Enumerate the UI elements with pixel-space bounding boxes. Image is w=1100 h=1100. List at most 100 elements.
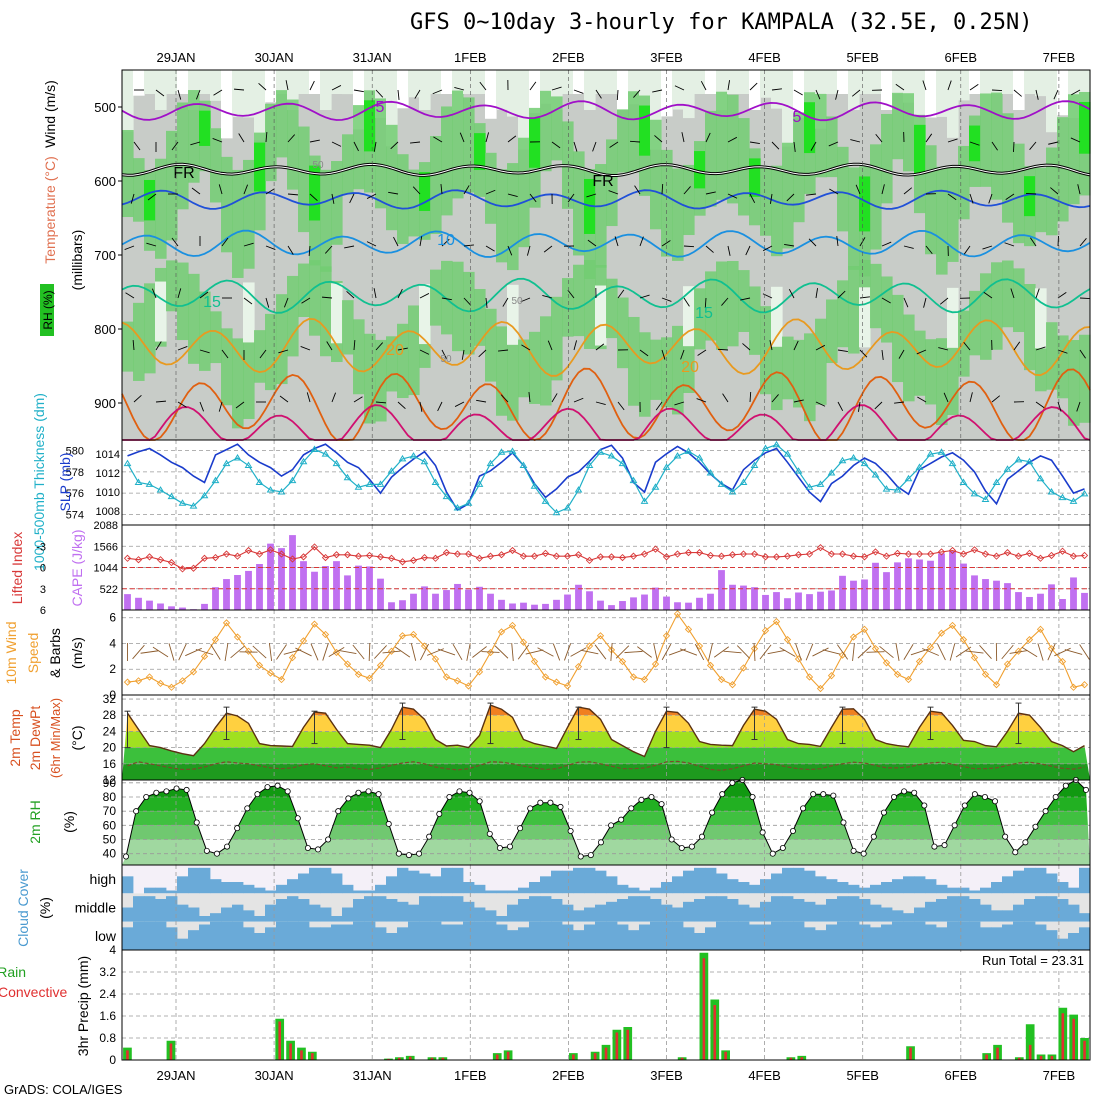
rh-dry-patch [848,70,860,110]
cloud-bar [782,921,794,950]
cloud-bar [969,890,981,894]
cloud-bar [1079,913,1091,922]
slp-marker [321,450,330,457]
cloud-bar [243,927,255,950]
cape-bar [322,566,329,610]
wind-barb [324,245,333,254]
cape-bar [531,604,538,610]
cloud-bar [1024,921,1036,950]
li-marker [167,558,176,567]
cloud-bar [705,927,717,950]
wind-speed-marker [640,675,649,684]
cloud-bar [903,876,915,894]
wind-barb [767,649,786,655]
precip-convective-bar [702,958,706,1060]
credit-text: GrADS: COLA/IGES [4,1082,123,1097]
cloud-bar [694,933,706,950]
cloud-bar [639,896,651,922]
cloud-bar [694,899,706,922]
cloud-bar [1068,887,1080,894]
cloud-bar [1057,882,1069,894]
wind-speed-marker [981,670,990,679]
wind-barb [592,141,597,152]
cloud-bar [188,930,200,950]
wind-barb [1057,349,1068,354]
cape-bar [817,591,824,610]
rh-moist-band [749,286,761,355]
wind-barb [177,89,182,100]
cloud-bar [199,924,211,950]
wind-barb [639,349,649,357]
wind-barb [485,189,496,195]
rh-very-moist [914,124,926,174]
wind-speed-line [127,612,1085,690]
isotherm-label: 15 [203,294,221,311]
slp-marker [497,448,506,455]
precip-convective-bar [713,1005,717,1060]
cloud-bar [826,924,838,950]
cloud-axis-label: Cloud Cover [15,869,31,947]
slp-marker [409,452,418,459]
rh-moist-band [672,325,684,415]
cloud-bar [826,879,838,894]
rh-moist-band [815,318,827,405]
cape-bar [124,594,131,610]
slp-marker [189,502,198,509]
wind-barb [979,645,992,659]
li-marker [420,553,429,562]
rh-marker [789,828,796,835]
wind-barb [472,646,487,658]
cloud-bar [474,884,486,894]
rh-dry-patch [1046,70,1058,133]
precip-convective-bar [495,1054,499,1060]
rh-tick-label: 40 [103,847,117,861]
rh-moist-band [408,169,420,237]
wind-speed-marker [695,642,704,650]
cape-bar [608,605,615,610]
wind-barb [124,245,135,251]
cloud-bar [1035,867,1047,894]
rh-moist-band [716,91,728,200]
precip-axis-label: Convective [0,984,67,1000]
cloud-bar [804,870,816,894]
rh-marker [628,805,635,812]
rh-moist-band [518,137,530,248]
cape-bar [883,572,890,610]
li-tick-label: 3 [40,584,46,596]
cloud-bar [903,913,915,922]
wind-barb [879,645,894,659]
cape-bar [894,562,901,610]
cloud-bar [364,896,376,922]
cape-bar [157,603,164,610]
cloud-axis-label: (%) [37,897,53,919]
li-marker [563,552,572,560]
slp-marker [376,480,385,487]
temp-band [122,705,1090,716]
cloud-bar [441,896,453,922]
li-marker [233,552,242,560]
cloud-bar [826,899,838,922]
li-marker [519,552,528,560]
cloud-bar [1079,927,1091,950]
rh-moist-band [122,130,134,218]
cloud-bar [936,927,948,950]
rh-marker [800,805,807,812]
wind-barb [806,193,817,196]
rh-moist-band [287,99,299,190]
slp-marker [849,453,858,461]
rh-dry-patch [551,70,563,110]
rh-dry-patch [837,70,849,94]
slp-marker [640,497,649,504]
rh-dry-patch [243,70,255,118]
rh-dry-patch [1068,70,1080,118]
li-marker [904,550,913,558]
wind-speed-marker [629,673,638,681]
cape-bar [597,600,604,610]
rh-marker [688,843,695,850]
cloud-bar [1002,910,1014,922]
cape-bar [674,602,681,610]
cloud-bar [782,896,794,922]
cape-tick-label: 1566 [94,541,118,553]
cloud-bar [562,924,574,950]
li-marker [607,553,616,561]
